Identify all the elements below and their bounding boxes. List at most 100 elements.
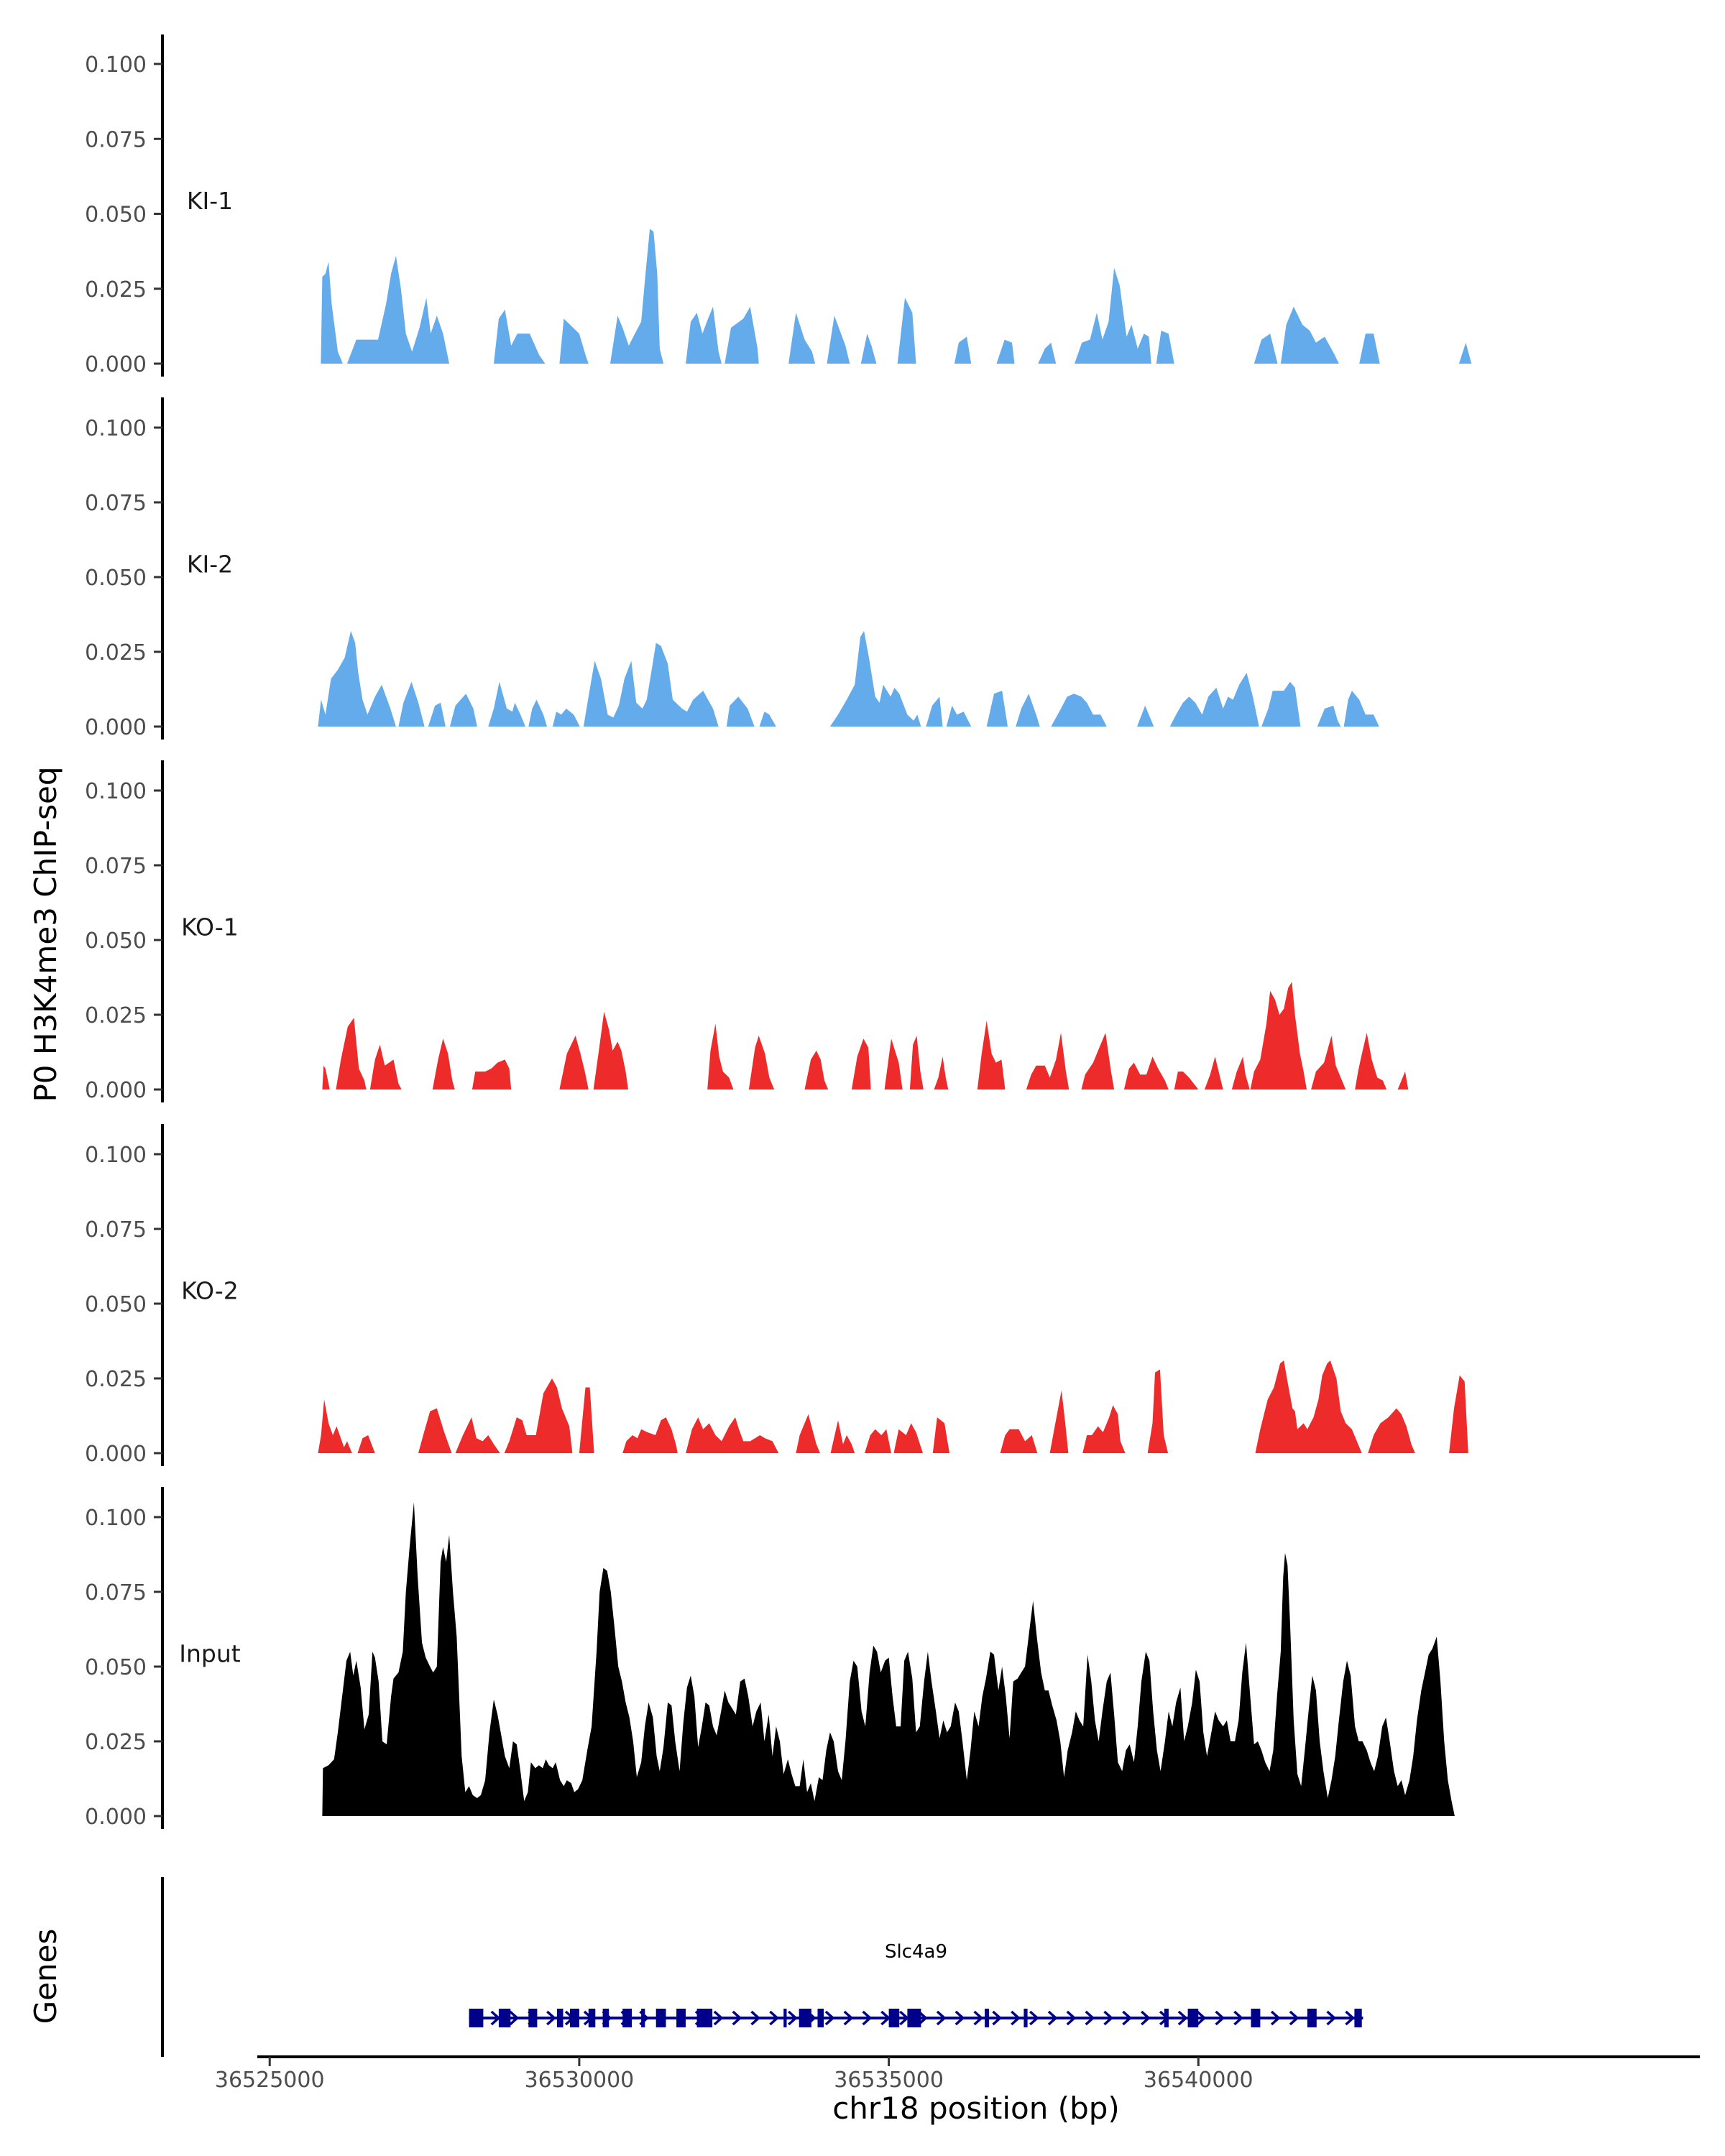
strand-arrow-44: [1289, 2010, 1300, 2026]
strand-arrow-40: [1215, 2010, 1225, 2026]
exon-8: [641, 2009, 645, 2027]
track-label-ko-1: KO-1: [181, 913, 239, 941]
exon-5: [588, 2009, 596, 2027]
strand-arrow-32: [1066, 2010, 1077, 2026]
x-tick-label-0: 36525000: [215, 2068, 325, 2093]
y-tick-label-input-4: 0.100: [85, 1506, 147, 1531]
track-input: 0.000 0.025 0.050 0.075 0.100 Input: [85, 1487, 1455, 1830]
strand-arrow-21: [862, 2010, 873, 2026]
y-tick-label-input-3: 0.075: [85, 1580, 147, 1606]
track-label-ki-1: KI-1: [187, 187, 233, 215]
track-ko-2: 0.000 0.025 0.050 0.075 0.100 KO-2: [85, 1124, 1471, 1467]
strand-arrow-25: [936, 2010, 947, 2026]
area-ki-1: [321, 229, 1472, 364]
strand-arrow-41: [1233, 2010, 1244, 2026]
strand-arrow-23: [899, 2010, 909, 2026]
y-tick-label-ko-2-3: 0.075: [85, 1217, 147, 1243]
exon-1: [498, 2009, 511, 2027]
x-tick-label-1: 36530000: [525, 2068, 635, 2093]
y-tick-label-ki-1-3: 0.075: [85, 127, 147, 152]
strand-arrow-46: [1326, 2010, 1337, 2026]
strand-arrow-1: [490, 2010, 501, 2026]
y-tick-label-ki-2-0: 0.000: [85, 715, 147, 740]
track-ki-2: 0.000 0.025 0.050 0.075 0.100 KI-2: [85, 397, 1384, 740]
exon-10: [676, 2009, 686, 2027]
strand-arrow-15: [750, 2010, 761, 2026]
y-tick-label-ko-2-1: 0.025: [85, 1367, 147, 1392]
y-tick-label-input-0: 0.000: [85, 1805, 147, 1830]
strand-arrow-4: [546, 2010, 556, 2026]
x-tick-label-3: 36540000: [1144, 2068, 1254, 2093]
y-tick-label-ki-1-2: 0.050: [85, 203, 147, 228]
strand-arrow-31: [1047, 2010, 1058, 2026]
exon-22: [1307, 2009, 1317, 2027]
y-tick-label-ki-2-3: 0.075: [85, 491, 147, 516]
strand-arrow-14: [732, 2010, 742, 2026]
x-tick-label-2: 36535000: [834, 2068, 944, 2093]
y-tick-label-ko-1-4: 0.100: [85, 779, 147, 804]
exon-23: [1354, 2009, 1362, 2027]
strand-arrow-2: [509, 2010, 520, 2026]
gene-name-label: Slc4a9: [885, 1941, 947, 1963]
track-label-ko-2: KO-2: [181, 1276, 239, 1304]
y-tick-label-ko-2-4: 0.100: [85, 1143, 147, 1168]
exon-18: [1024, 2009, 1028, 2027]
y-tick-label-ki-2-1: 0.025: [85, 640, 147, 665]
y-tick-label-input-2: 0.050: [85, 1655, 147, 1680]
strand-arrow-47: [1345, 2010, 1356, 2026]
y-tick-label-ko-1-1: 0.025: [85, 1003, 147, 1028]
x-axis: 36525000 36530000 36535000 36540000: [215, 2055, 1700, 2093]
y-axis-title: P0 H3K4me3 ChIP-seq: [28, 766, 63, 1102]
strand-arrow-33: [1085, 2010, 1095, 2026]
strand-arrow-35: [1122, 2010, 1133, 2026]
track-panels: 0.0000.0250.0500.0750.100KI-10.0000.0250…: [85, 34, 1472, 1830]
exon-13: [799, 2009, 811, 2027]
exon-7: [622, 2009, 632, 2027]
strand-arrow-30: [1029, 2010, 1039, 2026]
exon-12: [783, 2009, 787, 2027]
strand-arrow-39: [1196, 2010, 1207, 2026]
y-tick-label-ko-1-0: 0.000: [85, 1078, 147, 1103]
strand-arrow-29: [1011, 2010, 1021, 2026]
y-tick-label-ko-2-2: 0.050: [85, 1292, 147, 1317]
genes-axis-title: Genes: [28, 1929, 63, 2024]
track-label-input: Input: [179, 1639, 241, 1667]
y-tick-label-ki-1-0: 0.000: [85, 352, 147, 377]
exon-2: [528, 2009, 538, 2027]
y-tick-label-ko-2-0: 0.000: [85, 1442, 147, 1467]
strand-arrow-19: [824, 2010, 835, 2026]
exon-20: [1187, 2009, 1199, 2027]
exon-4: [570, 2009, 579, 2027]
strand-arrow-22: [880, 2010, 891, 2026]
y-tick-label-ko-1-2: 0.050: [85, 929, 147, 954]
track-label-ki-2: KI-2: [187, 550, 233, 578]
exon-15: [888, 2009, 900, 2027]
strand-arrow-17: [788, 2010, 798, 2026]
track-ki-1: 0.000 0.025 0.050 0.075 0.100 KI-1: [85, 34, 1472, 377]
strand-arrow-28: [992, 2010, 1003, 2026]
strand-arrow-43: [1270, 2010, 1281, 2026]
strand-arrow-36: [1141, 2010, 1151, 2026]
strand-arrow-38: [1177, 2010, 1188, 2026]
y-tick-label-ki-2-4: 0.100: [85, 416, 147, 441]
strand-arrow-13: [713, 2010, 724, 2026]
exon-21: [1251, 2009, 1261, 2027]
x-axis-title: chr18 position (bp): [832, 2091, 1120, 2126]
genes-panel: Slc4a9: [161, 1877, 1363, 2057]
area-input: [322, 1502, 1455, 1816]
area-ko-2: [318, 1360, 1471, 1453]
y-tick-label-ki-1-1: 0.025: [85, 277, 147, 303]
exon-17: [985, 2009, 990, 2027]
exon-9: [656, 2009, 666, 2027]
exon-19: [1164, 2009, 1169, 2027]
track-ko-1: 0.000 0.025 0.050 0.075 0.100 KO-1: [85, 760, 1409, 1103]
exon-0: [469, 2009, 484, 2027]
exon-11: [696, 2009, 713, 2027]
strand-arrow-16: [769, 2010, 780, 2026]
exon-14: [817, 2009, 824, 2027]
strand-arrow-24: [917, 2010, 928, 2026]
exon-3: [556, 2009, 564, 2027]
strand-arrow-26: [954, 2010, 965, 2026]
strand-arrow-27: [973, 2010, 984, 2026]
